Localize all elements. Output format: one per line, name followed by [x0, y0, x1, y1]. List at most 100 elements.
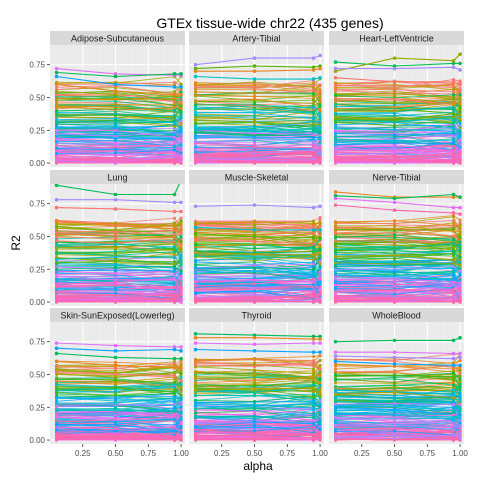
gene-point: [173, 221, 177, 225]
gene-point: [114, 292, 118, 296]
gene-line: [56, 133, 182, 139]
gene-point: [312, 153, 316, 157]
gene-point: [334, 111, 338, 115]
gene-point: [318, 287, 322, 291]
series-point: [318, 228, 322, 232]
gene-point: [194, 238, 198, 242]
gene-point: [114, 102, 118, 106]
gene-line: [56, 130, 182, 140]
series-point: [54, 82, 59, 87]
gene-line: [335, 90, 461, 105]
gene-point: [173, 161, 177, 165]
gene-point: [393, 139, 397, 143]
y-tick-label: 0.50: [29, 93, 45, 102]
gene-point: [253, 141, 257, 145]
gene-point: [179, 154, 183, 158]
gene-point: [393, 97, 397, 101]
gene-line: [56, 82, 182, 87]
gene-point: [253, 138, 257, 142]
gene-point: [318, 251, 322, 255]
gene-point: [55, 143, 59, 147]
gene-point: [194, 154, 198, 158]
gene-line: [335, 234, 461, 251]
gene-point: [253, 86, 257, 90]
gene-point: [253, 150, 257, 154]
gene-line: [56, 159, 182, 164]
gene-point: [318, 277, 322, 281]
series-point: [252, 203, 257, 207]
gene-point: [173, 148, 177, 152]
series-point: [311, 77, 316, 81]
gene-line: [56, 246, 182, 262]
series-point: [193, 69, 198, 74]
gene-point: [173, 232, 177, 236]
gene-point: [452, 158, 456, 162]
gene-point: [173, 273, 177, 277]
gene-point: [55, 221, 59, 225]
gene-point: [318, 157, 322, 161]
gene-point: [55, 152, 59, 156]
gene-point: [55, 98, 59, 102]
panel-strip-label: Lung: [107, 173, 127, 183]
gene-line: [335, 133, 461, 136]
y-tick-label: 0.25: [29, 265, 45, 274]
gene-line: [56, 267, 182, 279]
gene-line: [335, 144, 461, 152]
gene-line: [335, 130, 461, 138]
gene-point: [253, 289, 257, 293]
gene-point: [179, 221, 183, 225]
gene-point: [173, 109, 177, 113]
gene-line: [195, 97, 321, 105]
gene-point: [194, 93, 198, 97]
gene-point: [179, 291, 183, 295]
gene-point: [393, 124, 397, 128]
gene-point: [253, 145, 257, 149]
panel-strip: [189, 31, 324, 45]
gene-point: [114, 236, 118, 240]
gene-line: [195, 225, 321, 230]
gene-point: [194, 271, 198, 275]
series-point: [54, 218, 59, 223]
panel-strip: [50, 31, 185, 45]
gene-point: [114, 132, 118, 136]
y-tick-label: 0.00: [29, 298, 45, 307]
gene-point: [334, 89, 338, 93]
gene-point: [55, 89, 59, 93]
gene-point: [194, 140, 198, 144]
series-line: [56, 75, 182, 88]
gene-point: [393, 154, 397, 158]
gene-point: [179, 151, 183, 155]
gene-line: [56, 243, 182, 252]
gene-point: [334, 123, 338, 127]
gene-point: [458, 102, 462, 106]
gene-point: [55, 255, 59, 259]
gene-point: [173, 268, 177, 272]
series-line: [56, 68, 182, 76]
gene-line: [335, 147, 461, 154]
gene-point: [114, 245, 118, 249]
gene-line: [195, 80, 321, 88]
gene-point: [458, 96, 462, 100]
gene-point: [179, 253, 183, 257]
gene-line: [195, 158, 321, 164]
gene-point: [179, 260, 183, 264]
gene-point: [55, 285, 59, 289]
series-point: [392, 64, 397, 68]
gene-line: [56, 256, 182, 260]
gene-line: [195, 84, 321, 89]
series-point: [333, 69, 338, 74]
gene-line: [56, 260, 182, 270]
gene-point: [194, 135, 198, 139]
gene-point: [179, 224, 183, 228]
gene-point: [253, 129, 257, 133]
y-tick-label: 0.25: [29, 126, 45, 135]
gene-point: [253, 295, 257, 299]
gene-point: [253, 80, 257, 84]
gene-point: [55, 113, 59, 117]
gene-point: [334, 135, 338, 139]
series-point: [252, 56, 257, 60]
gene-point: [173, 235, 177, 239]
gene-line: [195, 142, 321, 153]
series-point: [113, 207, 118, 211]
gene-line: [195, 246, 321, 254]
